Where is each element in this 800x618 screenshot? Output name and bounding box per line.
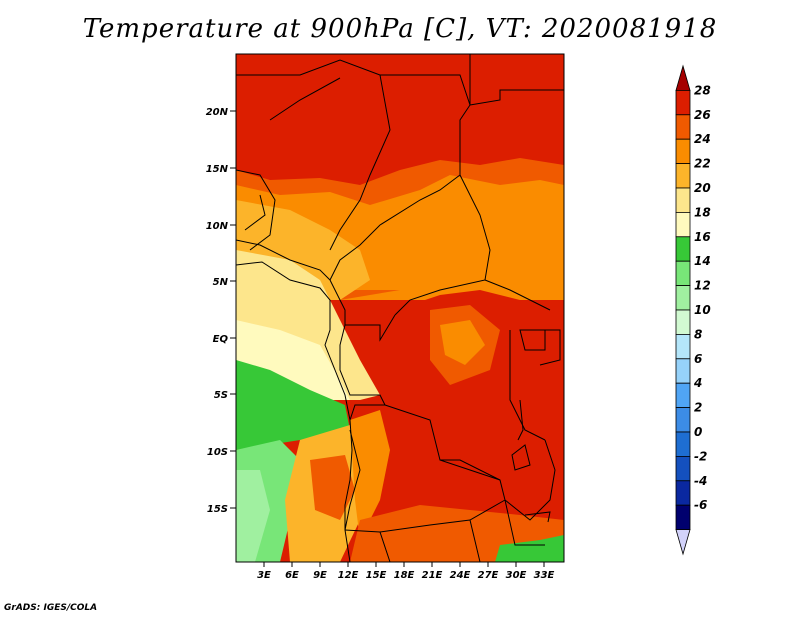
colorbar-swatch (675, 358, 691, 384)
temperature-field (236, 54, 564, 562)
colorbar-label: 28 (694, 83, 711, 97)
lat-axis: 20N 15N 10N 5N EQ 5S 10S 15S (206, 107, 236, 515)
colorbar-swatch (675, 285, 691, 311)
colorbar-swatch (675, 504, 691, 531)
lon-tick-label: 12E (338, 570, 359, 581)
map-frame (235, 53, 565, 563)
lat-tick-label: 15S (207, 504, 228, 515)
colorbar-label: 0 (694, 425, 702, 439)
colorbar-label: 24 (694, 132, 711, 146)
lat-tick-label: 10N (206, 221, 229, 232)
colorbar-label: 22 (694, 157, 711, 171)
credit-text: GrADS: IGES/COLA (4, 603, 98, 613)
colorbar-label: 18 (694, 205, 711, 219)
colorbar-label: -4 (694, 474, 707, 488)
colorbar-swatch (675, 407, 691, 433)
lon-tick-label: 9E (313, 570, 327, 581)
colorbar-swatch (675, 333, 691, 360)
colorbar-swatch (675, 431, 691, 457)
colorbar-swatch (675, 455, 691, 482)
colorbar-swatch (675, 211, 691, 238)
lat-tick-label: 10S (207, 447, 228, 458)
coastline (236, 261, 353, 562)
colorbar-swatch (675, 309, 691, 335)
colorbar-label: 26 (694, 108, 711, 122)
lat-tick-label: 15N (206, 164, 229, 175)
colorbar-swatch (675, 480, 691, 506)
lon-tick-label: 24E (450, 570, 471, 581)
colorbar-label: -2 (694, 449, 707, 463)
lon-tick-label: 3E (257, 570, 271, 581)
lon-tick-label: 21E (422, 570, 443, 581)
country-borders (236, 54, 564, 562)
colorbar-label: -6 (694, 498, 707, 512)
colorbar-swatch (675, 114, 691, 140)
colorbar-label: 10 (694, 303, 711, 317)
lon-tick-label: 27E (478, 570, 499, 581)
colorbar-swatch (675, 529, 691, 556)
colorbar-swatch (675, 163, 691, 189)
colorbar-label: 2 (694, 401, 702, 415)
lat-tick-label: EQ (213, 334, 229, 345)
colorbar-label: 16 (694, 230, 711, 244)
colorbar-swatch (675, 64, 691, 91)
colorbar-label: 12 (694, 279, 711, 293)
colorbar-label: 4 (693, 376, 702, 390)
colorbar-swatch (675, 260, 691, 287)
lon-tick-label: 33E (534, 570, 555, 581)
colorbar-label: 20 (694, 181, 711, 195)
colorbar-swatch (675, 382, 691, 409)
lon-tick-label: 15E (366, 570, 387, 581)
colorbar-label: 6 (694, 352, 702, 366)
lon-tick-label: 18E (394, 570, 415, 581)
lon-axis: 3E 6E 9E 12E 15E 18E 21E 24E 27E 30E 33E (257, 562, 555, 581)
map-title: Temperature at 900hPa [C], VT: 202008191… (82, 14, 718, 44)
colorbar-swatch (675, 187, 691, 213)
lon-tick-label: 30E (506, 570, 527, 581)
colorbar-swatch (675, 236, 691, 262)
lat-tick-label: 20N (206, 107, 229, 118)
colorbar-label: 14 (694, 254, 711, 268)
lon-tick-label: 6E (285, 570, 299, 581)
lat-tick-label: 5S (214, 390, 228, 401)
lat-tick-label: 5N (213, 277, 229, 288)
colorbar-label: 8 (694, 327, 702, 341)
colorbar-swatch (675, 90, 691, 116)
colorbar-swatch (675, 138, 691, 164)
